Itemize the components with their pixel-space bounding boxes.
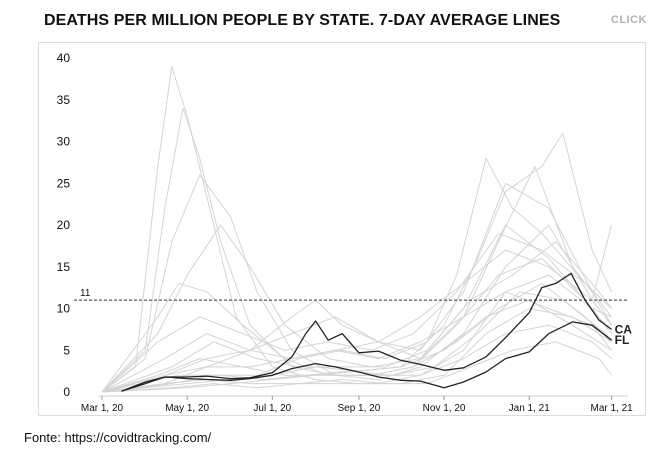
series-line-ca: [121, 272, 612, 392]
background-state-line: [101, 324, 612, 393]
background-state-line: [101, 107, 612, 393]
background-state-line: [101, 232, 612, 393]
background-state-line: [101, 224, 613, 393]
y-tick-label: 20: [57, 218, 71, 232]
y-tick-label: 0: [63, 385, 70, 399]
y-tick-label: 30: [57, 135, 71, 149]
series-line-fl: [121, 321, 612, 392]
background-state-line: [101, 241, 613, 393]
background-state-line: [101, 182, 613, 393]
background-state-line: [101, 291, 613, 393]
background-state-line: [101, 166, 612, 393]
source-note: Fonte: https://covidtracking.com/: [24, 430, 212, 445]
x-tick-label: Jan 1, 21: [509, 403, 551, 414]
y-tick-label: 25: [57, 176, 71, 190]
x-tick-label: Mar 1, 21: [590, 403, 633, 414]
y-tick-label: 35: [57, 93, 71, 107]
x-tick-label: Mar 1, 20: [81, 403, 124, 414]
series-label-ca: CA: [615, 322, 633, 336]
background-state-line: [101, 65, 612, 393]
background-state-line: [101, 157, 612, 393]
chart-title: DEATHS PER MILLION PEOPLE BY STATE. 7-DA…: [44, 12, 561, 29]
reference-line-group: 11: [74, 288, 628, 301]
background-state-line: [101, 341, 613, 393]
y-tick-label: 5: [63, 343, 70, 357]
background-state-line: [101, 291, 612, 393]
x-tick-label: Jul 1, 20: [253, 403, 291, 414]
axes-group: 0 5 10 15 20 25 30 35 40 Mar 1, 20 May 1, 20 Jul 1,…: [57, 51, 634, 414]
series-label-fl: FL: [615, 333, 630, 347]
x-tick-label: Sep 1, 20: [337, 403, 380, 414]
reference-line-label: 11: [80, 288, 91, 299]
x-tick-label: May 1, 20: [165, 403, 209, 414]
y-tick-label: 10: [57, 302, 71, 316]
click-link[interactable]: CLICK: [610, 14, 647, 26]
y-tick-label: 40: [57, 51, 71, 65]
y-tick-label: 15: [57, 260, 71, 274]
x-tick-label: Nov 1, 20: [423, 403, 466, 414]
background-series-group: [101, 65, 613, 393]
